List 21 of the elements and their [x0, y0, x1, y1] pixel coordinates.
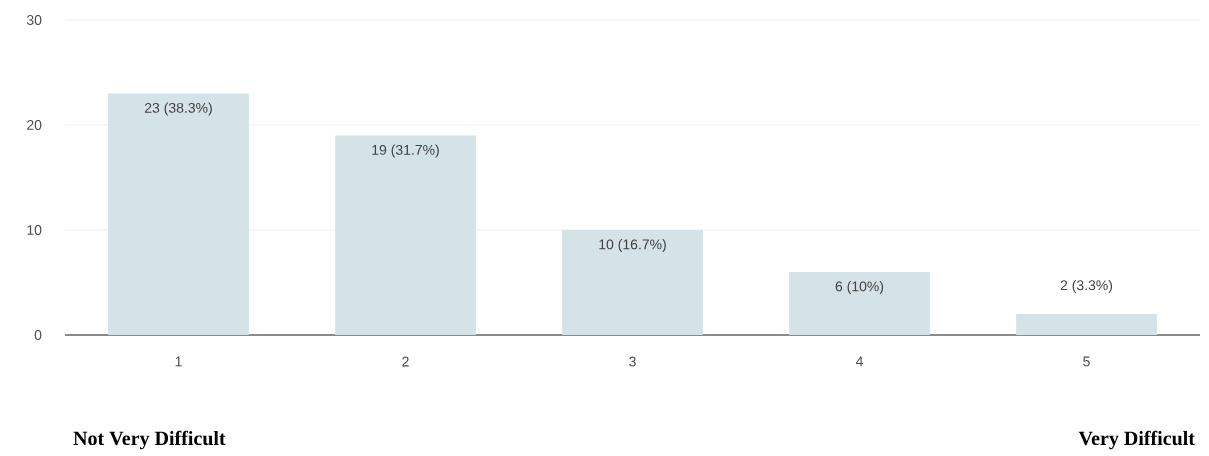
- bar: [562, 230, 703, 335]
- x-tick-label: 3: [629, 356, 636, 367]
- data-label: 23 (38.3%): [144, 102, 212, 116]
- y-tick-label: 30: [26, 15, 42, 25]
- bar: [335, 135, 476, 335]
- x-tick-label: 5: [1083, 356, 1090, 367]
- data-label: 19 (31.7%): [372, 144, 439, 158]
- text: Very Difficult: [1078, 430, 1195, 450]
- data-label: 2 (3.3%): [1060, 279, 1113, 293]
- data-label: 6 (10%): [835, 281, 884, 295]
- bar: [1016, 314, 1157, 335]
- y-tick-label: 10: [27, 225, 42, 235]
- x-tick-label: 2: [402, 356, 409, 367]
- bar: [108, 93, 249, 335]
- x-tick-label: 1: [175, 356, 182, 367]
- text: Not Very Difficult: [73, 430, 226, 450]
- y-tick-label: 20: [27, 120, 42, 130]
- bar: [789, 272, 930, 335]
- x-tick-label: 4: [855, 356, 863, 367]
- data-label: 10 (16.7%): [599, 239, 666, 253]
- y-tick-label: 0: [34, 330, 42, 340]
